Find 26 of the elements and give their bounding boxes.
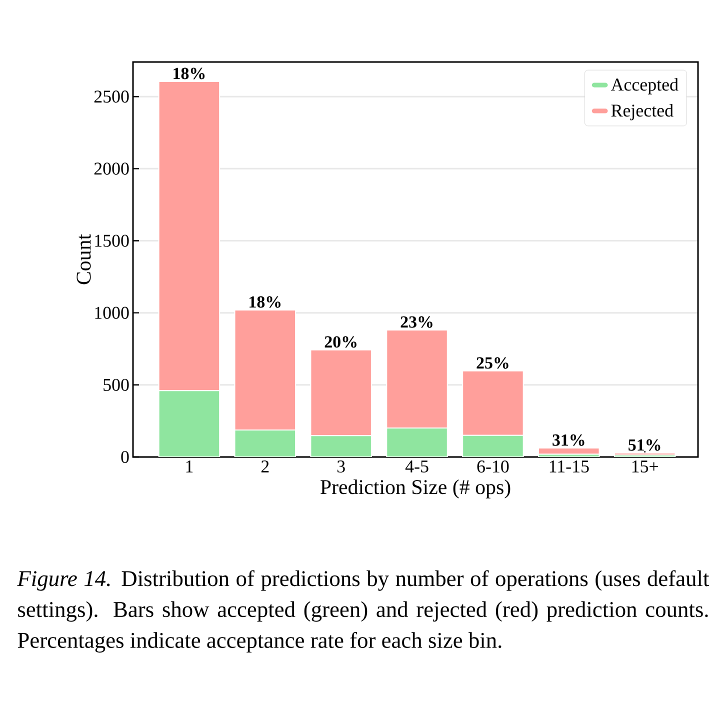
x-tick-label: 3 <box>337 460 345 473</box>
y-tick-label: 1000 <box>95 306 129 319</box>
x-tick-label: 1 <box>186 460 193 472</box>
x-tick-label: 4-5 <box>405 460 428 472</box>
annotation: 23% <box>400 316 432 328</box>
annotation: 18% <box>174 68 205 80</box>
legend-label: Accepted <box>610 78 678 94</box>
annotation: 20% <box>324 336 356 348</box>
x-axis-title: Prediction Size (# ops) <box>320 479 510 498</box>
x-tick-label: 15+ <box>632 460 658 473</box>
annotation: 31% <box>552 434 584 446</box>
x-tick-label: 11-15 <box>550 460 589 473</box>
text: Figure 14. Distribution of predictions by number of operations (uses default settings). Bars show accepted (green) and rejected (red) prediction counts. Percentages indicate acceptance rate for each size bin. <box>17 570 710 653</box>
y-axis-title: Count <box>76 234 91 284</box>
y-tick-label: 0 <box>121 450 129 464</box>
annotation: 51% <box>628 439 660 451</box>
y-tick-label: 2000 <box>94 162 129 175</box>
x-tick-label: 6-10 <box>477 460 509 473</box>
y-tick-label: 2500 <box>94 90 129 103</box>
y-tick-label: 1500 <box>95 234 129 247</box>
y-tick-label: 500 <box>104 378 129 391</box>
legend-label: Rejected <box>611 104 674 120</box>
annotation: 18% <box>250 296 280 308</box>
bar <box>538 448 600 455</box>
x-tick-label: 2 <box>261 460 269 472</box>
annotation: 25% <box>476 357 508 369</box>
